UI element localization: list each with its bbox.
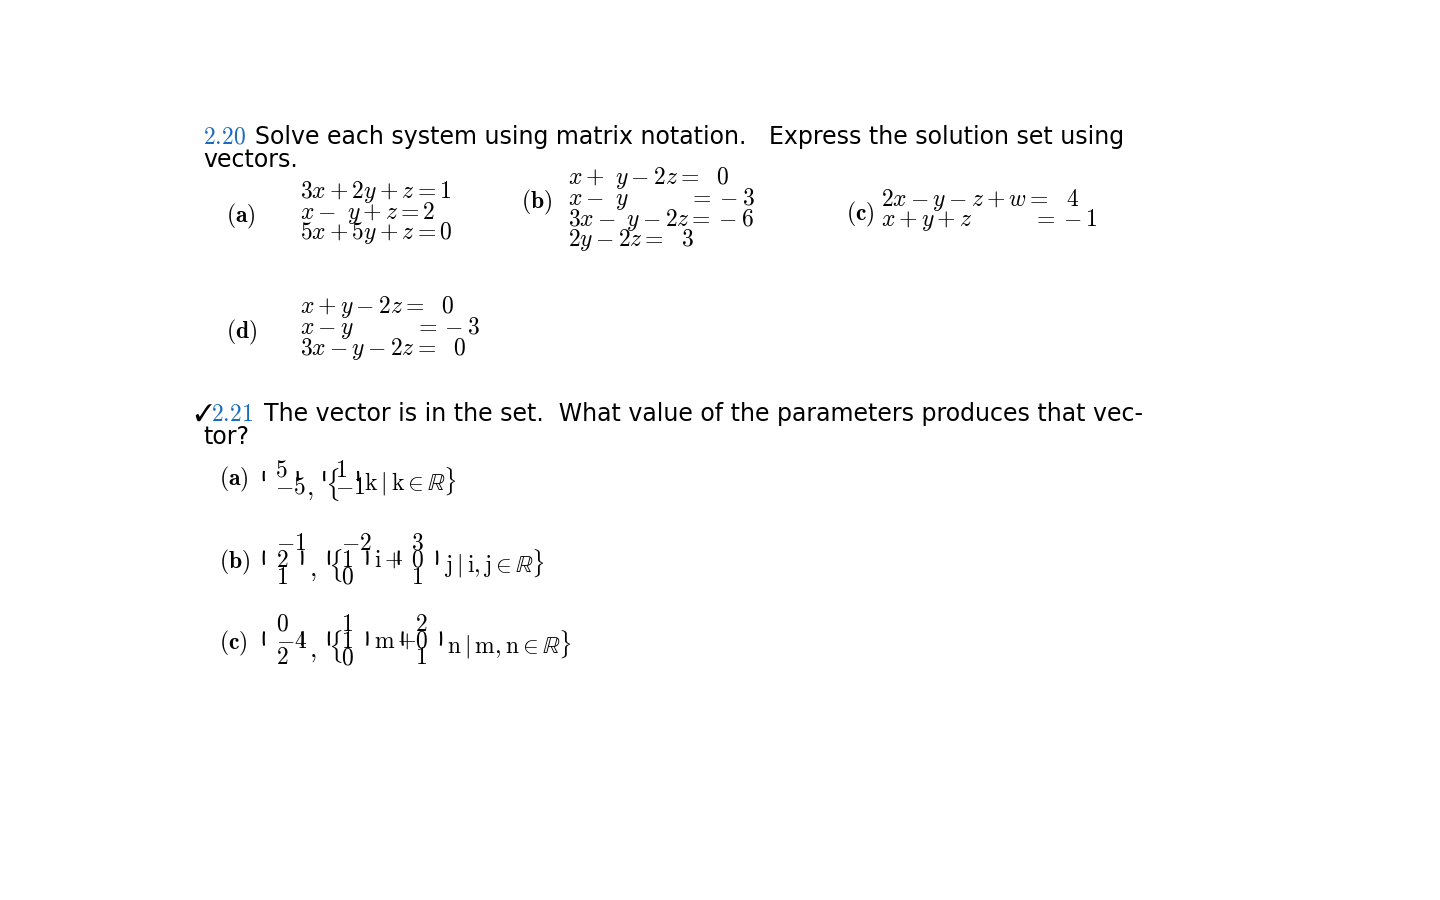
Text: $5$: $5$ (275, 457, 287, 482)
Text: $x + \ y - 2z = \ \ 0$: $x + \ y - 2z = \ \ 0$ (567, 165, 729, 191)
Text: $\mathbf{(c)}$: $\mathbf{(c)}$ (219, 628, 248, 658)
Text: $0$: $0$ (341, 645, 354, 670)
Text: $\mathbf{(b)}$: $\mathbf{(b)}$ (219, 548, 251, 577)
Text: $1$: $1$ (415, 645, 426, 670)
Text: $,\ \{$: $,\ \{$ (305, 466, 340, 503)
Text: $0$: $0$ (410, 548, 423, 572)
Text: $,\ \{$: $,\ \{$ (308, 628, 343, 665)
Text: $x - y \qquad\quad = -3$: $x - y \qquad\quad = -3$ (300, 315, 480, 341)
Text: $\mathrm{j} \mid \mathrm{i}, \mathrm{j} \in \mathbb{R}\}$: $\mathrm{j} \mid \mathrm{i}, \mathrm{j} … (444, 548, 544, 580)
Text: $\mathbf{(d)}$: $\mathbf{(d)}$ (226, 318, 258, 346)
Text: $3$: $3$ (410, 531, 423, 554)
Text: $\mathbf{2.20}$: $\mathbf{2.20}$ (203, 125, 246, 148)
Text: $\mathbf{(a)}$: $\mathbf{(a)}$ (219, 465, 248, 494)
Text: $x + y + z \qquad\quad = -1$: $x + y + z \qquad\quad = -1$ (881, 207, 1099, 233)
Text: $2$: $2$ (276, 548, 288, 572)
Text: $1$: $1$ (336, 457, 347, 482)
Text: $3x - y - 2z = \ \ 0$: $3x - y - 2z = \ \ 0$ (300, 336, 467, 362)
Text: $1$: $1$ (341, 548, 353, 572)
Text: $3x + 2y + z = 1$: $3x + 2y + z = 1$ (300, 179, 452, 205)
Text: $\mathbf{(a)}$: $\mathbf{(a)}$ (226, 202, 256, 231)
Text: $1$: $1$ (341, 628, 353, 652)
Text: Solve each system using matrix notation.   Express the solution set using: Solve each system using matrix notation.… (255, 125, 1125, 148)
Text: $2x - y - z + w = \ \ 4$: $2x - y - z + w = \ \ 4$ (881, 186, 1080, 212)
Text: The vector is in the set.  What value of the parameters produces that vec-: The vector is in the set. What value of … (264, 402, 1143, 426)
Text: $x - \ y \qquad\quad = -3$: $x - \ y \qquad\quad = -3$ (567, 185, 755, 211)
Text: $\checkmark$: $\checkmark$ (194, 402, 213, 426)
Text: $2$: $2$ (276, 645, 288, 670)
Text: $\mathrm{m} +$: $\mathrm{m} +$ (374, 628, 416, 652)
Text: $-1$: $-1$ (336, 474, 366, 499)
Text: $2y - 2z = \ \ 3$: $2y - 2z = \ \ 3$ (567, 228, 694, 254)
Text: $5x + 5y + z = 0$: $5x + 5y + z = 0$ (300, 220, 452, 247)
Text: $x - \ y + z = 2$: $x - \ y + z = 2$ (300, 200, 435, 226)
Text: $\mathrm{i} +$: $\mathrm{i} +$ (374, 548, 403, 572)
Text: $\mathrm{k} \mid \mathrm{k} \in \mathbb{R}\}$: $\mathrm{k} \mid \mathrm{k} \in \mathbb{… (364, 466, 458, 499)
Text: $2$: $2$ (415, 612, 428, 635)
Text: $-5$: $-5$ (275, 474, 305, 499)
Text: $3x - \ y - 2z = -6$: $3x - \ y - 2z = -6$ (567, 207, 753, 232)
Text: $0$: $0$ (415, 628, 428, 652)
Text: $0$: $0$ (341, 564, 354, 589)
Text: vectors.: vectors. (203, 148, 298, 172)
Text: $\mathbf{(c)}$: $\mathbf{(c)}$ (847, 200, 876, 229)
Text: $-4$: $-4$ (276, 628, 308, 652)
Text: $1$: $1$ (410, 564, 423, 589)
Text: $-1$: $-1$ (276, 531, 307, 554)
Text: $,\ \{$: $,\ \{$ (308, 548, 343, 584)
Text: $0$: $0$ (276, 612, 289, 635)
Text: $1$: $1$ (341, 612, 353, 635)
Text: $\mathrm{n} \mid \mathrm{m}, \mathrm{n} \in \mathbb{R}\}$: $\mathrm{n} \mid \mathrm{m}, \mathrm{n} … (448, 628, 572, 661)
Text: $-2$: $-2$ (341, 531, 372, 554)
Text: $\mathbf{2.21}$: $\mathbf{2.21}$ (212, 402, 253, 426)
Text: tor?: tor? (203, 425, 249, 449)
Text: $x + y - 2z = \ \ 0$: $x + y - 2z = \ \ 0$ (300, 294, 455, 320)
Text: $1$: $1$ (276, 564, 288, 589)
Text: $\mathbf{(b)}$: $\mathbf{(b)}$ (521, 188, 552, 217)
